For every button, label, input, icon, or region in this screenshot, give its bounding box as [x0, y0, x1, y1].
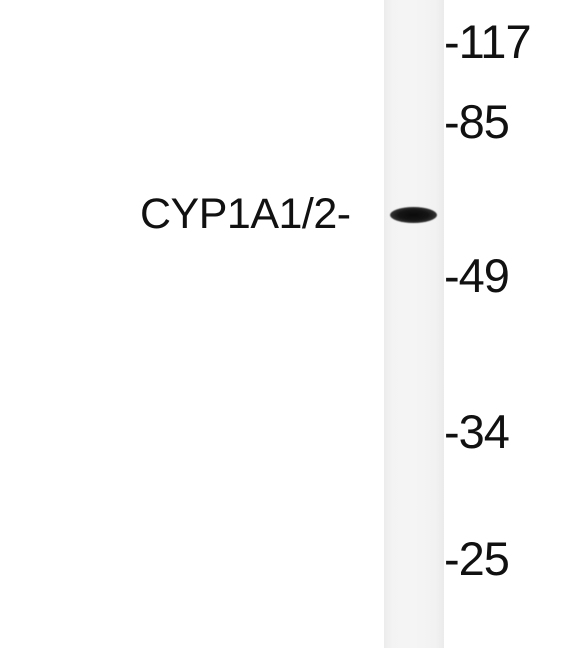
marker-117: -117 [444, 15, 532, 68]
marker-49: -49 [444, 249, 510, 302]
marker-25: -25 [444, 532, 510, 585]
protein-band [390, 207, 437, 223]
protein-label: CYP1A1/2- [140, 190, 351, 238]
marker-34: -34 [444, 405, 510, 458]
marker-85: -85 [444, 95, 510, 148]
gel-lane [384, 0, 444, 648]
